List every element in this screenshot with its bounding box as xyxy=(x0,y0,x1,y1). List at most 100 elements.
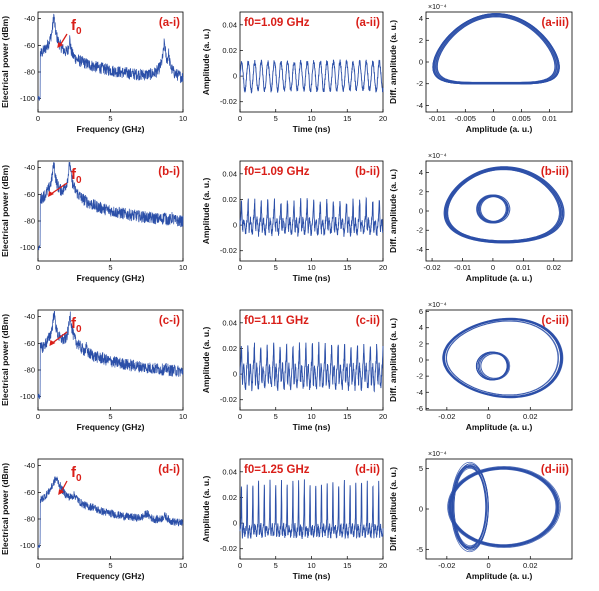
f0-marker-subscript: 0 xyxy=(76,473,82,484)
time-xlabel: Time (ns) xyxy=(293,124,331,134)
phase-ytick-label: 4 xyxy=(419,168,423,177)
phase-ytick-label: -2 xyxy=(416,79,423,88)
f0-arrow xyxy=(59,33,68,46)
phase-loop xyxy=(442,318,563,398)
phase-exponent-label: ×10⁻⁴ xyxy=(428,4,447,11)
phase-loop xyxy=(432,13,560,85)
phase-xtick-label: 0.01 xyxy=(516,263,531,272)
spectrum-ylabel: Electrical power (dBm) xyxy=(0,165,10,257)
spectrum-ytick-label: -40 xyxy=(24,14,35,23)
phase-ylabel: Diff. amplitude (a. u.) xyxy=(388,169,398,253)
phase-ytick-label: 4 xyxy=(419,14,423,23)
phase-ylabel: Diff. amplitude (a. u.) xyxy=(388,467,398,551)
spectrum-xtick-label: 10 xyxy=(179,263,187,272)
phase-inner-loop xyxy=(479,196,509,222)
phase-ytick-label: 2 xyxy=(419,36,423,45)
time-ytick-label: 0.04 xyxy=(222,169,237,178)
time-xtick-label: 15 xyxy=(343,412,351,421)
phase-loop xyxy=(443,166,565,244)
spectrum-xtick-label: 10 xyxy=(179,561,187,570)
phase-ytick-label: 2 xyxy=(419,187,423,196)
f0-value-label: f0=1.09 GHz xyxy=(244,17,310,29)
phase-xtick-label: 0.01 xyxy=(542,114,557,123)
phase-loop xyxy=(444,167,564,243)
phase-ytick-label: 0 xyxy=(419,207,423,216)
phase-panel-label: (c-iii) xyxy=(542,315,570,327)
phase-ytick-label: 6 xyxy=(419,307,423,316)
f0-marker-letter: f xyxy=(71,17,77,34)
phase-loop xyxy=(446,168,562,242)
phase-exponent-label: ×10⁻⁴ xyxy=(428,153,447,160)
time-panel-label: (b-ii) xyxy=(355,166,380,178)
time-xlabel: Time (ns) xyxy=(293,571,331,581)
spectrum-ytick-label: -100 xyxy=(20,94,35,103)
phase-ytick-label: 0 xyxy=(419,58,423,67)
f0-arrowhead xyxy=(49,340,56,346)
phase-loop xyxy=(444,166,564,244)
time-ytick-label: 0.04 xyxy=(222,318,237,327)
phase-xlabel: Amplitude (a. u.) xyxy=(466,124,533,134)
f0-arrow xyxy=(60,480,68,493)
phase-loop xyxy=(433,13,559,85)
spectrum-trace xyxy=(37,476,184,549)
phase-ytick-label: 0 xyxy=(419,505,423,514)
phase-loop xyxy=(434,14,558,84)
spectrum-xtick-label: 5 xyxy=(108,412,112,421)
time-trace xyxy=(239,59,384,94)
phase-loop xyxy=(442,317,564,399)
phase-xtick-label: 0 xyxy=(491,263,495,272)
phase-panel-label: (b-iii) xyxy=(541,166,569,178)
spectrum-ytick-label: -100 xyxy=(20,392,35,401)
spectrum-xlabel: Frequency (GHz) xyxy=(76,273,144,283)
spectrum-panel: 0 5 10 -40 -60 -80 -100 Frequency (GHz) Electric… xyxy=(0,11,187,134)
phase-xtick-label: 0.005 xyxy=(512,114,531,123)
f0-marker-letter: f xyxy=(71,464,77,481)
phase-ytick-label: -2 xyxy=(416,372,423,381)
phase-inner-loop xyxy=(477,351,510,381)
time-xtick-label: 20 xyxy=(379,412,387,421)
time-xtick-label: 5 xyxy=(274,114,278,123)
phase-inner-loop xyxy=(480,353,509,379)
f0-arrowhead xyxy=(47,191,54,197)
phase-panel-label: (d-iii) xyxy=(541,464,569,476)
spectrum-ytick-label: -60 xyxy=(24,190,35,199)
spectrum-trace xyxy=(37,161,184,251)
time-xtick-label: 20 xyxy=(379,561,387,570)
spectrum-panel: 0 5 10 -40 -60 -80 -100 Frequency (GHz) Electric… xyxy=(0,458,187,581)
spectrum-trace xyxy=(37,13,184,101)
time-ylabel: Amplitude (a. u.) xyxy=(201,476,211,543)
f0-marker-label: f0 xyxy=(71,464,82,484)
time-panel-label: (c-ii) xyxy=(356,315,380,327)
phase-inner-loop xyxy=(477,195,507,223)
spectrum-xtick-label: 0 xyxy=(36,412,40,421)
phase-panel: -0.01 -0.005 0 0.005 0.01 4 2 0 -2 -4 Amplitude (a… xyxy=(388,4,573,134)
time-xtick-label: 15 xyxy=(343,114,351,123)
spectrum-panel-label: (c-i) xyxy=(159,315,180,327)
phase-loop xyxy=(448,466,560,548)
time-xtick-label: 15 xyxy=(343,561,351,570)
phase-loop xyxy=(432,13,560,85)
spectrum-xtick-label: 5 xyxy=(108,263,112,272)
spectrum-ytick-label: -40 xyxy=(24,461,35,470)
phase-loop xyxy=(449,468,558,546)
phase-panel: -0.02 0 0.02 6 4 2 0 -2 -4 -6 Amplitude (a. u.) Dif… xyxy=(388,302,573,432)
spectrum-ytick-label: -100 xyxy=(20,541,35,550)
time-xtick-label: 0 xyxy=(238,412,242,421)
spectrum-ylabel: Electrical power (dBm) xyxy=(0,314,10,406)
time-xtick-label: 15 xyxy=(343,263,351,272)
phase-xtick-label: 0 xyxy=(486,561,490,570)
f0-marker-letter: f xyxy=(71,315,77,332)
phase-xlabel: Amplitude (a. u.) xyxy=(466,422,533,432)
phase-exponent-label: ×10⁻⁴ xyxy=(428,451,447,458)
phase-loop xyxy=(444,167,563,243)
time-xtick-label: 5 xyxy=(274,561,278,570)
phase-exponent-label: ×10⁻⁴ xyxy=(428,302,447,309)
spectrum-ylabel: Electrical power (dBm) xyxy=(0,16,10,108)
phase-inner-loop xyxy=(476,352,508,380)
phase-xtick-label: -0.005 xyxy=(455,114,476,123)
time-xtick-label: 10 xyxy=(307,412,315,421)
phase-inner-loop xyxy=(452,467,487,547)
time-panel-label: (d-ii) xyxy=(355,464,380,476)
